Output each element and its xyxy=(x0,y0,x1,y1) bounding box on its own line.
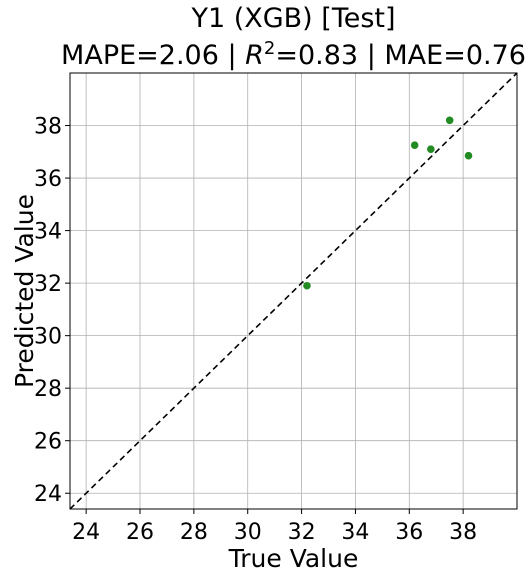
y-tick-label: 30 xyxy=(34,325,62,350)
identity-reference-line xyxy=(69,72,518,510)
tick-marks xyxy=(65,125,464,514)
data-point xyxy=(464,151,473,160)
reference-line-group xyxy=(69,72,518,510)
x-tick-label: 30 xyxy=(234,520,262,545)
y-tick-label: 34 xyxy=(34,220,62,245)
x-tick-label: 34 xyxy=(341,520,369,545)
x-tick-label: 36 xyxy=(395,520,423,545)
data-point xyxy=(427,145,435,153)
subtitle-r2-exponent: 2 xyxy=(264,38,275,59)
y-tick-label: 32 xyxy=(34,272,62,297)
x-tick-label: 28 xyxy=(180,520,208,545)
x-tick-labels: 24 26 28 30 32 34 36 38 xyxy=(72,520,477,545)
y-tick-label: 38 xyxy=(34,115,62,140)
y-tick-label: 36 xyxy=(34,167,62,192)
x-tick-label: 26 xyxy=(126,520,154,545)
chart-title: Y1 (XGB) [Test] xyxy=(190,3,395,34)
plot-frame xyxy=(69,72,518,510)
data-point xyxy=(303,281,311,290)
subtitle-r2-symbol: R xyxy=(245,40,264,71)
y-tick-label: 28 xyxy=(34,377,62,402)
data-point xyxy=(445,116,454,125)
y-axis-label: Predicted Value xyxy=(10,194,39,388)
grid-lines xyxy=(70,73,517,509)
data-points xyxy=(303,116,473,290)
x-tick-label: 24 xyxy=(72,520,100,545)
x-axis-label: True Value xyxy=(228,544,359,571)
chart-subtitle: MAPE=2.06 | R2=0.83 | MAE=0.76 xyxy=(61,38,526,72)
x-tick-label: 38 xyxy=(449,520,477,545)
subtitle-suffix: =0.83 | MAE=0.76 xyxy=(275,40,526,71)
subtitle-prefix: MAPE=2.06 | xyxy=(61,40,245,71)
y-tick-labels: 24 26 28 30 32 34 36 38 xyxy=(34,115,62,508)
data-point xyxy=(410,141,419,150)
x-tick-label: 32 xyxy=(288,520,316,545)
y-tick-label: 24 xyxy=(34,482,62,507)
y-tick-label: 26 xyxy=(34,430,62,455)
